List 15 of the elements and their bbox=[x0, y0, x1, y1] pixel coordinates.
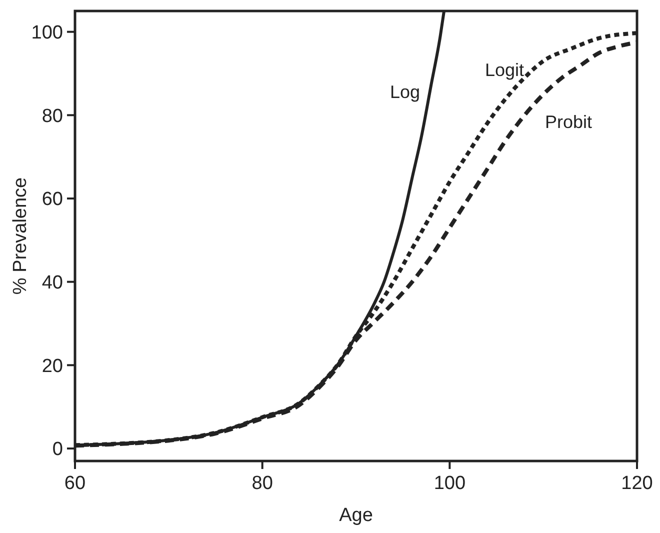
x-axis-title: Age bbox=[339, 505, 373, 526]
x-tick-label: 80 bbox=[252, 473, 273, 494]
x-tick-label: 120 bbox=[621, 473, 653, 494]
y-axis-title: % Prevalence bbox=[10, 177, 31, 295]
x-tick-label: 100 bbox=[434, 473, 466, 494]
y-tick-label: 80 bbox=[42, 106, 63, 127]
x-tick-label: 60 bbox=[64, 473, 86, 494]
series-label: Probit bbox=[545, 112, 592, 132]
y-tick-label: 40 bbox=[42, 272, 63, 294]
y-tick-label: 100 bbox=[31, 22, 63, 44]
series-label: Log bbox=[390, 82, 420, 102]
y-tick-label: 20 bbox=[42, 356, 63, 377]
y-tick-label: 0 bbox=[52, 439, 63, 460]
y-tick-label: 60 bbox=[42, 189, 63, 210]
series-label: Logit bbox=[485, 60, 524, 80]
